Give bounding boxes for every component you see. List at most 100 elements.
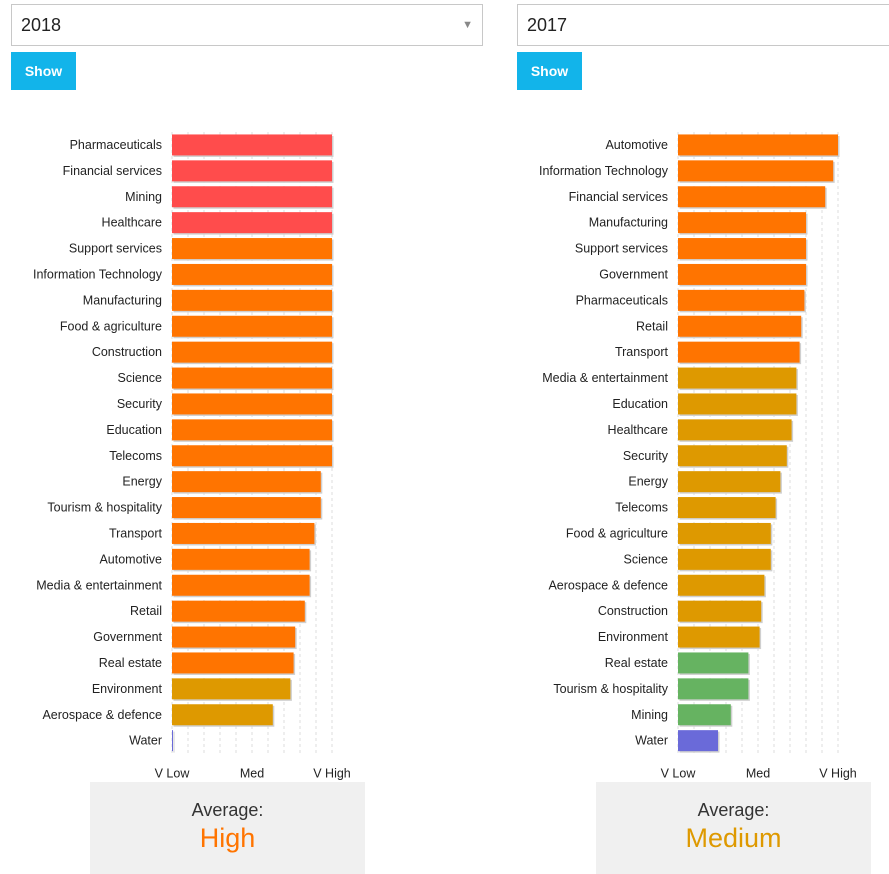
category-label: Pharmaceuticals xyxy=(70,138,162,152)
bar xyxy=(678,471,781,493)
category-label: Tourism & hospitality xyxy=(553,682,668,696)
bar xyxy=(678,730,718,752)
bar xyxy=(172,341,332,363)
average-value: Medium xyxy=(685,823,782,853)
chevron-down-icon[interactable]: ▼ xyxy=(462,19,473,31)
year-select[interactable]: 2018 ▼ xyxy=(11,4,483,46)
category-label: Food & agriculture xyxy=(60,319,162,333)
category-label: Real estate xyxy=(605,656,668,670)
category-label: Telecoms xyxy=(109,449,162,463)
bar xyxy=(172,522,315,544)
category-label: Construction xyxy=(92,345,162,359)
average-value: High xyxy=(199,823,256,853)
bar xyxy=(172,497,321,519)
category-label: Tourism & hospitality xyxy=(47,501,162,515)
bar xyxy=(172,574,310,596)
bar xyxy=(678,238,806,260)
bar xyxy=(172,730,173,752)
category-label: Environment xyxy=(92,682,163,696)
category-label: Retail xyxy=(130,604,162,618)
category-label: Financial services xyxy=(569,190,668,204)
year-select-value: 2017 xyxy=(527,15,568,35)
grid-lines xyxy=(171,132,333,754)
bar xyxy=(172,289,332,311)
category-label: Telecoms xyxy=(615,501,668,515)
category-label: Real estate xyxy=(99,656,162,670)
category-label: Education xyxy=(106,423,162,437)
average-label: Average: xyxy=(191,800,264,820)
year-select[interactable]: 2017 xyxy=(517,4,889,46)
bar xyxy=(172,160,332,182)
bar-chart: Automotive Information Technology Financia… xyxy=(539,132,857,781)
bar xyxy=(678,626,760,648)
axis-tick-label: V High xyxy=(819,767,857,781)
bar xyxy=(172,367,332,389)
axis-tick-label: Med xyxy=(746,767,770,781)
bar xyxy=(172,238,332,260)
bar xyxy=(678,367,797,389)
axis-tick-label: V Low xyxy=(661,767,697,781)
grid-lines xyxy=(677,132,839,754)
category-label: Science xyxy=(624,552,669,566)
category-label: Healthcare xyxy=(608,423,668,437)
bar xyxy=(678,419,792,441)
bar xyxy=(678,134,838,156)
panel-2018: 2018 ▼ Show Pharmaceuticals Financial ser… xyxy=(11,4,483,874)
bar xyxy=(172,678,291,700)
bar xyxy=(172,704,273,726)
category-label: Manufacturing xyxy=(83,293,162,307)
category-label: Mining xyxy=(125,190,162,204)
category-label: Financial services xyxy=(63,164,162,178)
show-button[interactable]: Show xyxy=(517,52,582,90)
year-select-value: 2018 xyxy=(21,15,62,35)
bar xyxy=(678,445,787,467)
bar xyxy=(172,471,321,493)
bar xyxy=(172,315,332,337)
category-label: Government xyxy=(93,630,162,644)
average-box: Average: Medium xyxy=(596,782,871,874)
category-label: Automotive xyxy=(99,552,162,566)
category-label: Automotive xyxy=(605,138,668,152)
bar xyxy=(678,652,749,674)
bar xyxy=(678,160,834,182)
bar xyxy=(678,393,797,415)
bar-chart: Pharmaceuticals Financial services Mining H… xyxy=(33,132,351,781)
category-label: Information Technology xyxy=(33,267,163,281)
bar xyxy=(172,212,332,234)
category-label: Construction xyxy=(598,604,668,618)
category-label: Transport xyxy=(109,526,163,540)
bar xyxy=(678,678,749,700)
bar xyxy=(172,419,332,441)
category-label: Media & entertainment xyxy=(36,578,162,592)
bar xyxy=(172,263,332,285)
bar xyxy=(678,704,731,726)
panel-2017: 2017 Show Automotive Information Technolo… xyxy=(506,0,889,874)
category-label: Mining xyxy=(631,708,668,722)
average-box: Average: High xyxy=(90,782,365,874)
bar xyxy=(678,522,771,544)
bar xyxy=(172,186,332,208)
bar xyxy=(678,186,826,208)
show-button[interactable]: Show xyxy=(11,52,76,90)
bar xyxy=(678,212,806,234)
bar xyxy=(678,315,802,337)
axis-tick-label: Med xyxy=(240,767,264,781)
category-label: Energy xyxy=(122,475,162,489)
bar xyxy=(172,134,332,156)
bar xyxy=(678,600,762,622)
category-label: Science xyxy=(118,371,163,385)
bar xyxy=(172,600,305,622)
category-label: Environment xyxy=(598,630,669,644)
bar xyxy=(678,263,806,285)
category-label: Transport xyxy=(615,345,669,359)
category-label: Water xyxy=(635,734,668,748)
axis-tick-label: V High xyxy=(313,767,351,781)
category-label: Healthcare xyxy=(102,216,162,230)
category-label: Security xyxy=(623,449,669,463)
category-label: Water xyxy=(129,734,162,748)
category-label: Pharmaceuticals xyxy=(576,293,668,307)
category-label: Aerospace & defence xyxy=(42,708,162,722)
bar xyxy=(172,652,294,674)
category-label: Energy xyxy=(628,475,668,489)
category-label: Aerospace & defence xyxy=(548,578,668,592)
